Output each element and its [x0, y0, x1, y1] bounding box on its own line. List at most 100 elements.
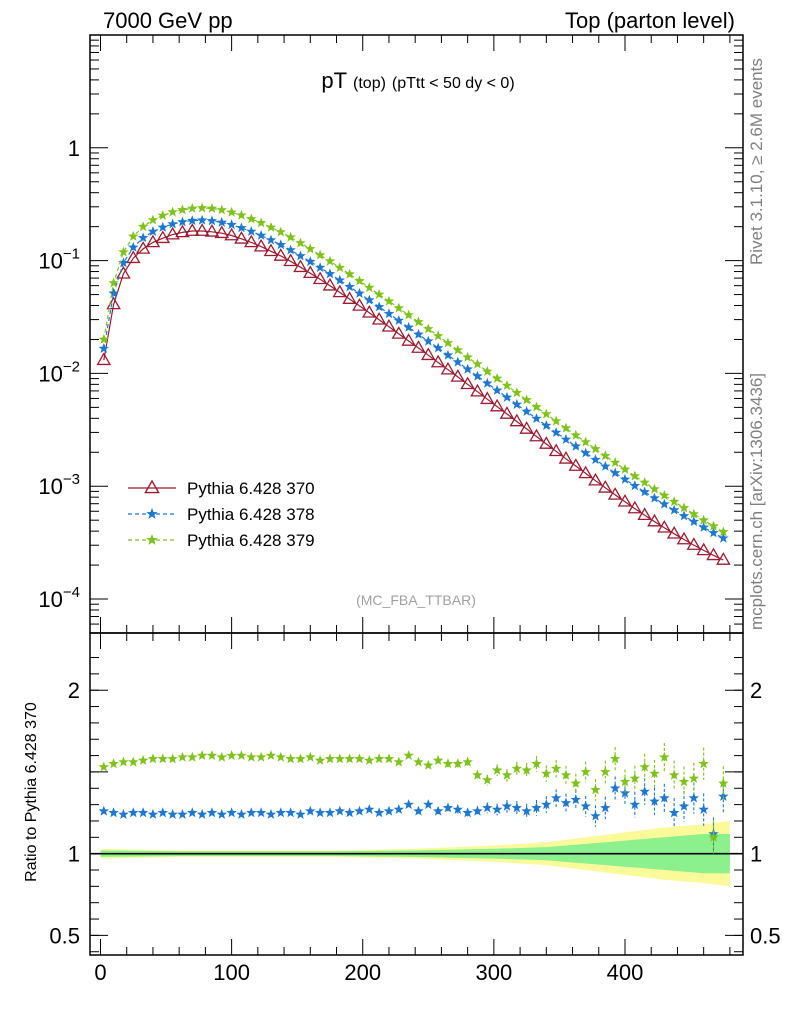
ratio-point-378 [560, 797, 572, 808]
ratio-point-379 [688, 773, 700, 783]
plot-title-sub2: (pTtt < 50 dy < 0) [392, 75, 515, 92]
main-point-379 [639, 477, 650, 487]
main-point-379 [354, 275, 365, 286]
ratio-point-379 [216, 751, 227, 762]
main-point-378 [511, 398, 522, 409]
ratio-point-378 [531, 802, 542, 813]
ratio-point-379 [373, 753, 385, 764]
ratio-point-378 [108, 807, 119, 818]
ratio-point-379 [393, 756, 404, 767]
main-point-378 [275, 239, 286, 250]
legend-marker-star [146, 534, 158, 545]
ratio-point-379 [698, 758, 709, 769]
main-point-379 [108, 277, 119, 288]
main-point-378 [364, 294, 375, 305]
ratio-point-379 [531, 758, 542, 769]
main-point-378 [452, 356, 463, 367]
main-point-370 [578, 465, 593, 479]
ratio-point-378 [491, 804, 503, 814]
main-point-379 [688, 508, 700, 519]
ratio-point-378 [236, 808, 247, 819]
main-point-378 [531, 413, 542, 423]
main-point-378 [432, 342, 444, 353]
ratio-point-379 [649, 768, 660, 778]
ratio-point-379 [452, 758, 463, 769]
ratio-point-379 [718, 777, 729, 788]
main-point-370 [588, 472, 603, 486]
legend-label-2: Pythia 6.428 378 [187, 505, 315, 524]
ratio-y-tick-label-left: 0.5 [49, 923, 80, 948]
ratio-y-tick-label-left: 2 [68, 678, 80, 703]
watermark: (MC_FBA_TTBAR) [356, 592, 476, 608]
main-point-378 [491, 384, 503, 395]
main-point-379 [560, 422, 572, 433]
ratio-point-379 [98, 761, 109, 772]
main-point-378 [246, 226, 257, 236]
ratio-point-378 [619, 787, 631, 798]
main-point-379 [718, 526, 729, 537]
main-point-370 [234, 231, 249, 244]
main-point-379 [383, 295, 395, 306]
main-point-379 [472, 358, 483, 369]
ratio-point-379 [678, 776, 690, 787]
main-point-370 [194, 223, 210, 236]
main-point-378 [570, 440, 581, 451]
legend-label-1: Pythia 6.428 370 [187, 479, 315, 498]
ratio-point-379 [482, 774, 493, 785]
main-point-379 [590, 443, 601, 454]
ratio-panel-series [90, 743, 743, 855]
main-point-370 [293, 259, 308, 273]
main-point-378 [265, 234, 277, 245]
ratio-point-378 [118, 808, 129, 819]
main-point-379 [423, 323, 434, 334]
main-point-370 [558, 451, 574, 464]
main-point-379 [698, 514, 709, 525]
main-point-370 [243, 234, 259, 248]
ratio-point-379 [295, 753, 306, 764]
main-point-370 [568, 458, 584, 471]
ratio-point-379 [609, 753, 621, 764]
main-point-379 [324, 255, 336, 266]
ratio-point-378 [541, 799, 552, 810]
plot-title-main: pT [321, 68, 347, 93]
main-point-370 [352, 298, 367, 311]
ratio-point-378 [432, 805, 444, 816]
ratio-point-379 [118, 756, 129, 767]
main-y-tick-label: 10−3 [38, 471, 80, 499]
ratio-point-379 [246, 751, 257, 762]
ratio-point-378 [187, 807, 198, 818]
ratio-x-tick-label: 100 [213, 960, 250, 985]
ratio-point-379 [354, 753, 365, 764]
main-point-370 [489, 398, 505, 412]
main-point-379 [364, 282, 375, 293]
main-point-379 [206, 203, 218, 213]
main-point-379 [491, 373, 503, 383]
ratio-point-379 [423, 759, 434, 770]
ratio-point-379 [128, 756, 139, 767]
main-point-379 [177, 204, 188, 215]
main-point-378 [128, 241, 139, 252]
ratio-point-379 [137, 755, 149, 765]
main-point-378 [649, 492, 660, 503]
main-point-378 [619, 473, 631, 484]
main-point-370 [440, 361, 456, 375]
ratio-y-axis-label: Ratio to Pythia 6.428 370 [23, 702, 40, 882]
ratio-point-378 [609, 782, 621, 793]
main-point-378 [482, 377, 493, 388]
main-point-378 [560, 433, 572, 444]
ratio-point-378 [216, 808, 227, 819]
main-point-379 [285, 231, 296, 242]
ratio-point-379 [541, 768, 552, 778]
ratio-point-379 [432, 755, 444, 765]
main-point-370 [647, 513, 662, 527]
main-point-378 [118, 257, 129, 268]
main-point-370 [480, 391, 495, 405]
main-point-379 [668, 496, 680, 507]
ratio-point-378 [255, 807, 267, 818]
main-point-370 [430, 354, 446, 368]
ratio-point-378 [639, 786, 650, 796]
ratio-point-378 [413, 805, 424, 816]
main-point-370 [96, 352, 112, 366]
ratio-point-379 [413, 756, 424, 767]
ratio-point-378 [137, 807, 149, 818]
